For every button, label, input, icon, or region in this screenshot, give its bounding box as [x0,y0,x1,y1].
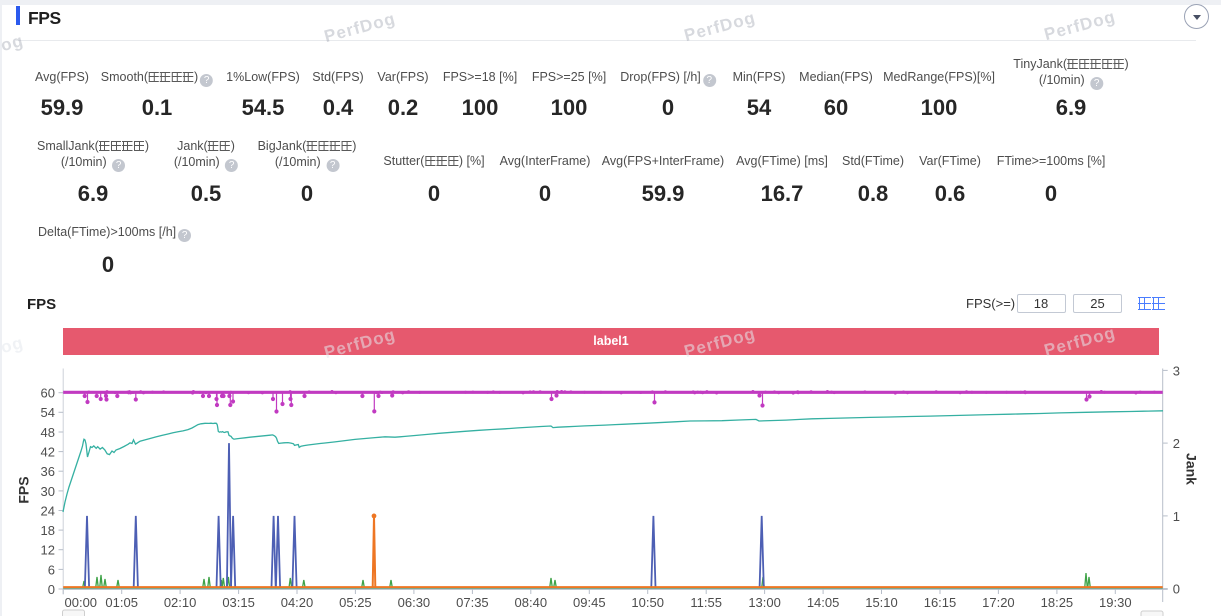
svg-text:2: 2 [1173,436,1180,451]
svg-text:15:10: 15:10 [865,595,898,610]
svg-text:07:35: 07:35 [456,595,489,610]
svg-text:05:25: 05:25 [339,595,372,610]
svg-text:48: 48 [41,425,55,440]
svg-text:11:55: 11:55 [690,595,722,610]
svg-text:18:25: 18:25 [1041,595,1074,610]
svg-text:04:20: 04:20 [281,595,314,610]
svg-text:36: 36 [41,464,55,479]
svg-text:54: 54 [41,405,55,420]
svg-text:02:10: 02:10 [164,595,197,610]
svg-text:01:05: 01:05 [105,595,138,610]
svg-text:14:05: 14:05 [807,595,840,610]
svg-text:42: 42 [41,445,55,460]
svg-text:08:40: 08:40 [515,595,548,610]
svg-text:16:15: 16:15 [924,595,957,610]
svg-text:6: 6 [48,562,55,577]
svg-text:19:30: 19:30 [1099,595,1132,610]
svg-text:FPS: FPS [16,476,32,503]
svg-text:1: 1 [1173,509,1180,524]
svg-text:09:45: 09:45 [573,595,606,610]
svg-text:Jank: Jank [1184,453,1200,485]
svg-text:13:00: 13:00 [748,595,781,610]
svg-text:0: 0 [48,582,55,597]
svg-text:12: 12 [41,543,55,558]
svg-text:00:00: 00:00 [65,595,98,610]
svg-text:18: 18 [41,523,55,538]
svg-text:17:20: 17:20 [982,595,1015,610]
svg-text:30: 30 [41,484,55,499]
svg-text:24: 24 [41,503,55,518]
svg-text:03:15: 03:15 [222,595,255,610]
svg-text:10:50: 10:50 [631,595,664,610]
svg-text:3: 3 [1173,363,1180,378]
svg-text:0: 0 [1173,582,1180,597]
svg-text:06:30: 06:30 [398,595,431,610]
svg-text:60: 60 [41,386,55,401]
